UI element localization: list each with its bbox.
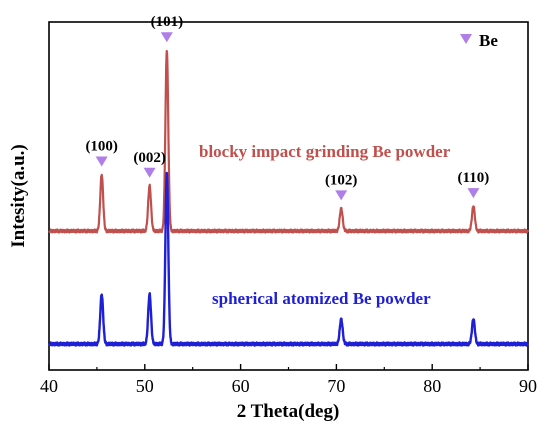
- plot-frame: [48, 21, 529, 371]
- series-line-0: [48, 49, 529, 234]
- peak-marker-icon: [335, 190, 348, 201]
- series-label-blocky: blocky impact grinding Be powder: [199, 142, 451, 161]
- x-tick-label: 40: [40, 376, 58, 396]
- x-axis-title: 2 Theta(deg): [237, 401, 340, 422]
- peak-marker-icon: [160, 32, 173, 43]
- peak-layer: (100) (002) (101) (102) (110): [85, 14, 490, 201]
- series-line-1: [48, 171, 529, 347]
- x-tick-label: 50: [136, 376, 154, 396]
- y-axis-title: Intesity(a.u.): [8, 144, 29, 247]
- legend: Be: [460, 31, 498, 50]
- x-tick-label: 90: [519, 376, 537, 396]
- legend-label: Be: [479, 31, 498, 50]
- tick-layer: 40 50 60 70 80 90: [40, 364, 537, 396]
- series-label-spherical: spherical atomized Be powder: [212, 289, 431, 308]
- peak-marker-icon: [95, 156, 108, 167]
- peak-marker-icon: [467, 188, 480, 199]
- peak-label: (102): [325, 172, 358, 188]
- series-layer: [48, 49, 529, 347]
- peak-label: (101): [151, 14, 184, 30]
- peak-label: (100): [85, 139, 118, 155]
- peak-label: (002): [133, 150, 166, 166]
- legend-marker-icon: [460, 34, 472, 44]
- x-tick-label: 60: [232, 376, 250, 396]
- peak-marker-icon: [143, 167, 156, 178]
- x-tick-label: 80: [423, 376, 441, 396]
- x-tick-label: 70: [327, 376, 345, 396]
- peak-label: (110): [458, 170, 490, 186]
